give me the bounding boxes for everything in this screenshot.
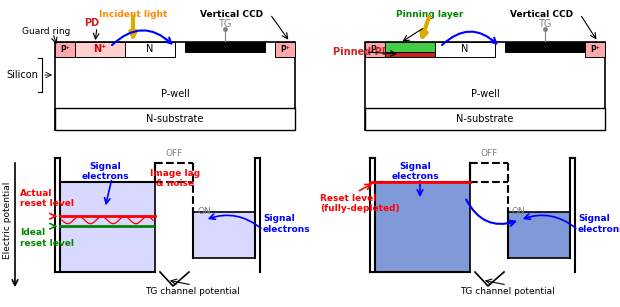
Bar (435, 42, 495, 57)
Bar (508, 212, 570, 258)
Text: P⁺: P⁺ (370, 45, 380, 54)
Text: P⁺: P⁺ (405, 44, 414, 50)
Bar (125, 42, 175, 57)
Text: Vertical CCD: Vertical CCD (510, 10, 574, 19)
Text: P⁺: P⁺ (60, 45, 70, 54)
Text: Ideal
reset level: Ideal reset level (20, 228, 74, 248)
Text: Guard ring: Guard ring (22, 28, 71, 37)
Text: OFF: OFF (480, 149, 498, 158)
Text: N: N (406, 49, 414, 59)
Text: ON: ON (197, 207, 211, 216)
Text: N-substrate: N-substrate (146, 114, 204, 124)
Text: OFF: OFF (166, 149, 183, 158)
Bar (585, 42, 605, 57)
Bar (365, 42, 605, 130)
Bar (385, 42, 435, 52)
Text: Signal
electrons: Signal electrons (391, 162, 439, 181)
Bar (275, 42, 295, 57)
Bar (185, 42, 265, 52)
Bar (75, 42, 125, 57)
Bar (193, 212, 255, 258)
Text: P-well: P-well (161, 89, 189, 99)
Text: Pinned PD: Pinned PD (333, 47, 390, 57)
Bar (505, 42, 585, 52)
Text: Incident light: Incident light (99, 10, 167, 19)
Text: Reset level
(fully-depleted): Reset level (fully-depleted) (320, 194, 400, 213)
Bar (55, 42, 75, 57)
Text: Silicon: Silicon (6, 70, 38, 80)
Text: N-substrate: N-substrate (456, 114, 514, 124)
Text: N⁺: N⁺ (94, 45, 107, 55)
Bar (365, 108, 605, 130)
Text: Signal
electrons: Signal electrons (578, 214, 620, 234)
Text: Pinning layer: Pinning layer (396, 10, 464, 19)
Bar (375, 182, 470, 272)
Text: ON: ON (512, 207, 526, 216)
Bar (385, 52, 435, 57)
Bar (508, 212, 570, 258)
Text: Signal
electrons: Signal electrons (81, 162, 129, 181)
Bar (365, 42, 385, 57)
Text: Vertical CCD: Vertical CCD (200, 10, 264, 19)
Text: Actual
reset level: Actual reset level (20, 189, 74, 208)
Text: N: N (146, 45, 154, 55)
Text: P⁺: P⁺ (280, 45, 290, 54)
Text: N: N (461, 45, 469, 55)
Bar (193, 212, 255, 258)
Text: TG: TG (538, 19, 552, 29)
Bar (55, 108, 295, 130)
Text: TG: TG (218, 19, 232, 29)
Text: P⁺: P⁺ (590, 45, 600, 54)
Text: Signal
electrons: Signal electrons (263, 214, 311, 234)
Text: P-well: P-well (471, 89, 499, 99)
Text: Electric potential: Electric potential (4, 181, 12, 259)
Text: TG channel potential: TG channel potential (459, 287, 554, 296)
Bar (55, 42, 295, 130)
Bar (60, 182, 155, 272)
Text: Image lag
& noise: Image lag & noise (150, 169, 200, 188)
Bar (60, 182, 155, 272)
Text: PD: PD (84, 18, 100, 28)
Text: TG channel potential: TG channel potential (144, 287, 239, 296)
Bar (375, 182, 470, 272)
